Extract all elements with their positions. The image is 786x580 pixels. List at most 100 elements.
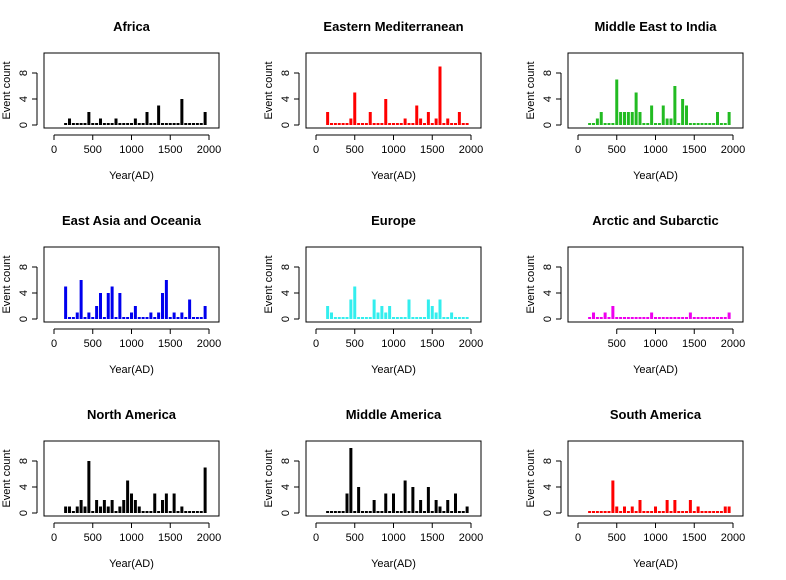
x-tick-label: 2000 [197, 144, 221, 156]
x-tick-label: 2000 [721, 144, 745, 156]
panel-4: East Asia and Oceania 0 500 1000 1500 2000 Yea… [1, 213, 221, 376]
y-axis-label: Event count [1, 61, 13, 119]
x-tick-label: 500 [608, 338, 626, 350]
y-tick-label: 4 [280, 290, 292, 296]
y-tick-label: 0 [280, 316, 292, 322]
x-tick-label: 2000 [459, 144, 483, 156]
y-axis-label: Event count [263, 61, 275, 119]
panel-title: East Asia and Oceania [62, 213, 202, 228]
x-tick-label: 1000 [119, 144, 143, 156]
plot-frame [43, 52, 220, 129]
y-tick-label: 8 [280, 458, 292, 464]
y-tick-label: 0 [542, 510, 554, 516]
panel-title: Arctic and Subarctic [592, 213, 718, 228]
x-axis-label: Year(AD) [109, 558, 154, 570]
x-tick-label: 1500 [682, 532, 706, 544]
y-tick-label: 4 [542, 96, 554, 102]
y-tick-label: 8 [280, 264, 292, 270]
x-tick-label: 0 [51, 532, 57, 544]
y-tick-label: 8 [18, 70, 30, 76]
x-tick-label: 2000 [459, 338, 483, 350]
panel-title: North America [87, 407, 177, 422]
x-tick-label: 2000 [721, 338, 745, 350]
x-tick-label: 0 [313, 532, 319, 544]
y-tick-label: 4 [280, 96, 292, 102]
x-tick-label: 1000 [119, 532, 143, 544]
x-tick-label: 500 [84, 532, 102, 544]
y-tick-label: 8 [18, 264, 30, 270]
panel-title: Eastern Mediterranean [323, 19, 463, 34]
plot-frame [305, 246, 482, 323]
x-tick-label: 2000 [721, 532, 745, 544]
y-tick-label: 4 [18, 96, 30, 102]
x-tick-label: 500 [84, 144, 102, 156]
x-tick-label: 500 [608, 532, 626, 544]
y-tick-label: 0 [542, 316, 554, 322]
y-tick-label: 8 [18, 458, 30, 464]
plot-frame [567, 440, 744, 517]
x-tick-label: 500 [346, 532, 364, 544]
panel-3: Middle East to India 0 500 1000 1500 2000 Year… [525, 19, 745, 182]
panel-7: North America 0 500 1000 1500 2000 Year(AD) 0 4 8… [1, 407, 221, 570]
x-tick-label: 500 [608, 144, 626, 156]
y-tick-label: 8 [542, 458, 554, 464]
y-tick-label: 8 [280, 70, 292, 76]
x-axis-label: Year(AD) [633, 364, 678, 376]
panel-9: South America 0 500 1000 1500 2000 Year(AD) 0 4 8… [525, 407, 745, 570]
panel-6: Arctic and Subarctic 500 1000 1500 2000 Year(… [525, 213, 745, 376]
panel-title: South America [610, 407, 702, 422]
x-tick-label: 2000 [459, 532, 483, 544]
x-tick-label: 500 [84, 338, 102, 350]
y-tick-label: 0 [18, 316, 30, 322]
panel-title: Middle East to India [594, 19, 717, 34]
plot-frame [43, 246, 220, 323]
x-tick-label: 1000 [119, 338, 143, 350]
panel-8: Middle America 0 500 1000 1500 2000 Year(AD) 0 4… [263, 407, 483, 570]
x-tick-label: 1500 [158, 532, 182, 544]
x-tick-label: 0 [313, 338, 319, 350]
x-axis-label: Year(AD) [371, 170, 416, 182]
x-tick-label: 0 [51, 144, 57, 156]
x-tick-label: 0 [575, 144, 581, 156]
x-tick-label: 1000 [643, 338, 667, 350]
x-tick-label: 2000 [197, 338, 221, 350]
x-axis-label: Year(AD) [109, 364, 154, 376]
y-axis-label: Event count [525, 449, 537, 507]
y-tick-label: 4 [280, 484, 292, 490]
x-tick-label: 1000 [643, 532, 667, 544]
y-tick-label: 4 [542, 290, 554, 296]
y-tick-label: 0 [18, 510, 30, 516]
y-tick-label: 0 [18, 122, 30, 128]
panel-title: Africa [113, 19, 151, 34]
x-tick-label: 1000 [381, 144, 405, 156]
x-tick-label: 0 [313, 144, 319, 156]
y-tick-label: 8 [542, 70, 554, 76]
x-axis-label: Year(AD) [633, 558, 678, 570]
y-tick-label: 4 [18, 290, 30, 296]
panel-title: Europe [371, 213, 416, 228]
x-tick-label: 1500 [420, 532, 444, 544]
x-tick-label: 1500 [158, 144, 182, 156]
y-tick-label: 0 [280, 510, 292, 516]
y-tick-label: 4 [542, 484, 554, 490]
y-axis-label: Event count [1, 449, 13, 507]
x-tick-label: 1000 [381, 532, 405, 544]
plot-frame [305, 52, 482, 129]
x-tick-label: 1000 [381, 338, 405, 350]
x-axis-label: Year(AD) [633, 170, 678, 182]
x-tick-label: 1500 [420, 338, 444, 350]
y-tick-label: 4 [18, 484, 30, 490]
y-axis-label: Event count [263, 255, 275, 313]
panel-title: Middle America [346, 407, 442, 422]
x-tick-label: 1500 [682, 144, 706, 156]
panel-1: Africa 0 500 1000 1500 2000 Year(AD) 0 4 8 Event c… [1, 19, 221, 182]
y-axis-label: Event count [525, 61, 537, 119]
x-tick-label: 1000 [643, 144, 667, 156]
x-axis-label: Year(AD) [371, 558, 416, 570]
x-tick-label: 0 [51, 338, 57, 350]
x-axis-label: Year(AD) [109, 170, 154, 182]
panel-5: Europe 0 500 1000 1500 2000 Year(AD) 0 4 8 Event c… [263, 213, 483, 376]
y-tick-label: 0 [542, 122, 554, 128]
x-tick-label: 1500 [420, 144, 444, 156]
